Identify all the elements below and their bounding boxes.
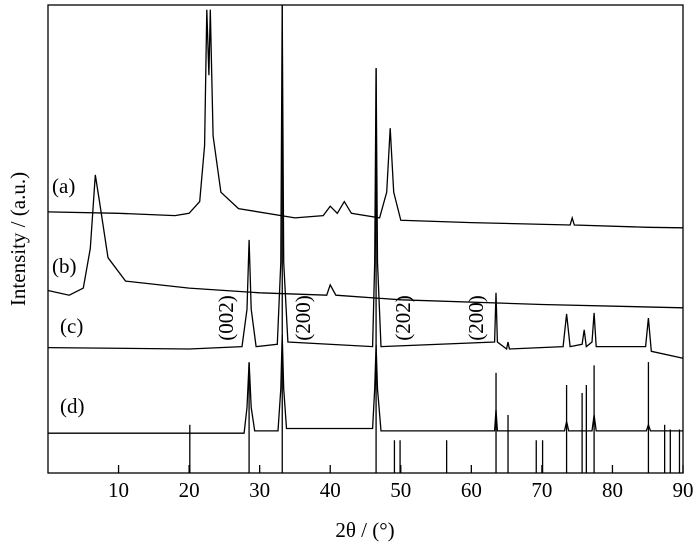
peak-annotation: (202) — [391, 295, 415, 341]
series-label: (d) — [60, 394, 85, 418]
x-tick-label: 70 — [531, 478, 552, 502]
x-tick-label: 80 — [602, 478, 623, 502]
y-axis-label: Intensity / (a.u.) — [6, 172, 30, 306]
x-axis-label: 2θ / (°) — [335, 518, 394, 542]
peak-annotation: (200) — [291, 295, 315, 341]
xrd-curve — [47, 9, 684, 229]
peak-annotation: (002) — [214, 295, 238, 341]
xrd-curve — [48, 334, 683, 434]
x-tick-label: 60 — [461, 478, 482, 502]
x-tick-label: 20 — [179, 478, 200, 502]
x-tick-label: 50 — [390, 478, 411, 502]
series-label: (c) — [60, 314, 83, 338]
x-tick-label: 30 — [249, 478, 270, 502]
series-label: (b) — [52, 254, 77, 278]
x-tick-label: 40 — [320, 478, 341, 502]
plot-frame — [47, 4, 684, 474]
series-label: (a) — [52, 174, 75, 198]
xrd-curve — [47, 4, 684, 359]
peak-annotation: (200) — [464, 295, 488, 341]
xrd-curve — [47, 174, 684, 309]
x-tick-label: 10 — [108, 478, 129, 502]
x-tick-label: 90 — [673, 478, 694, 502]
